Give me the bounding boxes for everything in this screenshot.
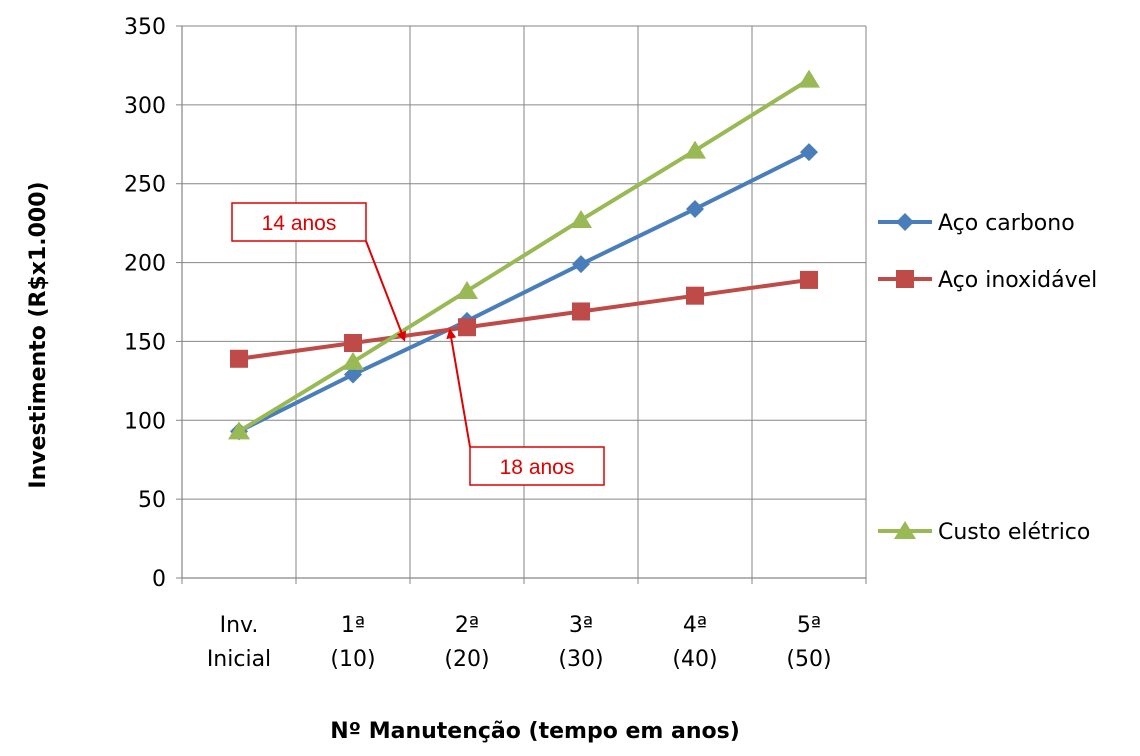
legend: Aço carbono Aço inoxidável Custo elétrico: [878, 211, 1097, 545]
x-tick-label: 3ª: [569, 613, 593, 638]
series-line: [238, 277, 810, 361]
annotation-arrow: [365, 240, 407, 342]
x-tick-label: Inicial: [207, 647, 271, 672]
x-tick-label: 1ª: [341, 613, 365, 638]
data-point: [344, 365, 362, 384]
y-tick-label: 150: [124, 330, 166, 355]
annotation-label: 14 anos: [262, 212, 337, 235]
data-point: [342, 351, 364, 370]
series-line: [238, 150, 810, 434]
data-point: [570, 209, 592, 228]
annotation-arrow: [446, 328, 471, 448]
data-point: [684, 140, 706, 159]
x-tick-label: (10): [330, 647, 375, 672]
data-point: [896, 270, 914, 288]
data-point: [800, 143, 818, 162]
annotation-box: [469, 446, 605, 486]
y-tick-label: 100: [124, 409, 166, 434]
x-tick-label: (40): [672, 647, 717, 672]
legend-item-2: Custo elétrico: [878, 520, 1090, 545]
x-tick-label: 4ª: [683, 613, 707, 638]
data-point: [572, 255, 590, 274]
axes: [176, 25, 867, 584]
y-tick-label: 50: [138, 488, 166, 513]
y-axis-title: Investimento (R$x1.000): [26, 181, 51, 488]
x-tick-label: (30): [558, 647, 603, 672]
series-2: [228, 69, 820, 440]
x-tick-label: 5ª: [797, 613, 821, 638]
legend-label: Aço carbono: [938, 211, 1075, 236]
x-tick-label: (50): [786, 647, 831, 672]
series-1: [230, 270, 818, 368]
data-point: [458, 318, 476, 337]
data-point: [572, 302, 590, 321]
series-group: [228, 69, 820, 441]
x-tick-label: 2ª: [455, 613, 479, 638]
y-tick-label: 200: [124, 252, 166, 277]
data-point: [896, 213, 914, 231]
data-point: [228, 421, 250, 440]
series-line: [237, 77, 811, 434]
x-tick-labels: Inv. Inicial 1ª (10) 2ª (20) 3ª (30) 4ª (40) 5ª (50…: [207, 613, 832, 672]
data-point: [344, 334, 362, 353]
x-axis-title: Nº Manutenção (tempo em anos): [330, 719, 740, 744]
x-tick-label: Inv.: [220, 613, 259, 638]
annotations: 14 anos 18 anos: [231, 202, 605, 486]
data-point: [686, 199, 704, 218]
y-tick-label: 0: [152, 567, 166, 592]
data-point: [456, 280, 478, 299]
y-tick-label: 300: [124, 94, 166, 119]
legend-item-1: Aço inoxidável: [878, 268, 1097, 293]
y-tick-label: 250: [124, 173, 166, 198]
legend-item-0: Aço carbono: [878, 211, 1075, 236]
legend-label: Custo elétrico: [938, 520, 1090, 545]
annotation-box: [231, 202, 367, 242]
x-tick-label: (20): [444, 647, 489, 672]
y-tick-label: 350: [124, 15, 166, 40]
legend-label: Aço inoxidável: [938, 268, 1097, 293]
y-tick-labels: 0 50 100 150 200 250 300 350: [124, 15, 166, 592]
data-point: [798, 69, 820, 88]
annotation-label: 18 anos: [500, 456, 575, 479]
data-point: [894, 521, 916, 539]
data-point: [800, 270, 818, 289]
data-point: [230, 349, 248, 368]
data-point: [686, 286, 704, 305]
